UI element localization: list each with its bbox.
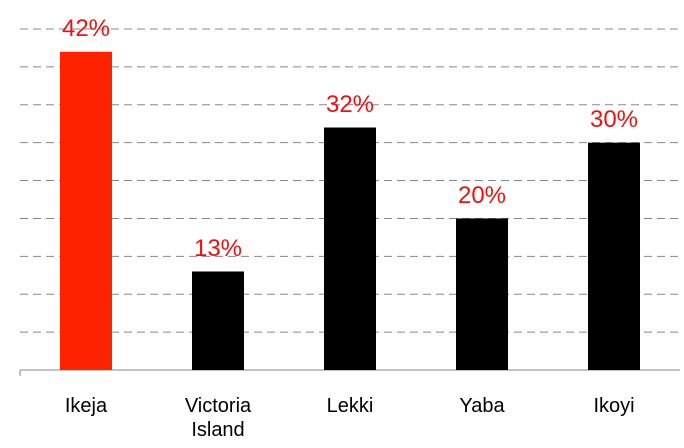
bar bbox=[60, 51, 112, 370]
x-tick-label: Ikeja bbox=[64, 395, 108, 417]
bar bbox=[324, 127, 376, 370]
data-label: 42% bbox=[62, 15, 110, 42]
x-tick-label: Ikoyi bbox=[593, 395, 635, 417]
bar bbox=[588, 142, 640, 370]
bar bbox=[456, 218, 508, 370]
data-label: 30% bbox=[590, 106, 638, 133]
x-tick-label: Yaba bbox=[459, 395, 505, 417]
bar bbox=[192, 271, 244, 370]
data-label: 13% bbox=[194, 235, 242, 262]
x-tick-label: Lekki bbox=[326, 395, 374, 417]
x-tick-label: Victoria Island bbox=[184, 395, 252, 441]
data-label: 32% bbox=[326, 91, 374, 118]
data-label: 20% bbox=[458, 182, 506, 209]
